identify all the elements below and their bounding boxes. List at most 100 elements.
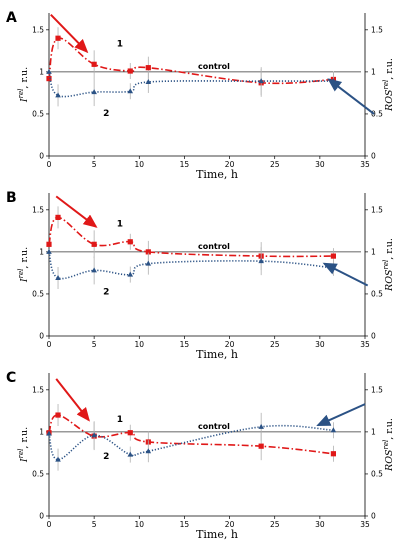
blue-arrow (322, 262, 369, 287)
series-1-point (330, 451, 336, 457)
x-tick-label: 25 (270, 160, 280, 169)
x-tick-label: 0 (47, 520, 52, 529)
series-2-point (127, 451, 134, 457)
y-label-base: I (19, 98, 30, 103)
series-2-point (145, 448, 152, 454)
series-1-point (46, 241, 52, 247)
y-tick-left-label: 1.5 (32, 25, 44, 34)
series-1-point (145, 249, 151, 255)
x-tick-label: 15 (180, 520, 190, 529)
red-arrow (55, 195, 98, 228)
y-label-base: ROS (384, 269, 395, 292)
y-tick-right-label: 1 (371, 67, 376, 76)
blue-arrow (316, 403, 366, 427)
series-2-point (258, 78, 264, 84)
y-label-sup: rel (17, 89, 25, 99)
series-1-line (48, 37, 334, 85)
y-tick-left-label: 0 (39, 512, 44, 521)
y-tick-right-label: 0 (371, 152, 376, 161)
series-2-point (258, 258, 264, 264)
series-2-point (46, 430, 52, 436)
x-axis-title: Time, h (196, 348, 238, 361)
y-tick-left-label: 1 (39, 427, 44, 436)
series-1-label: 1 (117, 415, 123, 425)
series-2-point (91, 267, 97, 273)
series-2-point (46, 248, 52, 254)
red-arrow (55, 378, 90, 422)
x-tick-label: 30 (315, 160, 325, 169)
series-2-point (46, 68, 52, 74)
y-axis-title-left: Irel, r.u. (17, 67, 30, 103)
series-1-point (145, 65, 151, 71)
y-label-tail: , r.u. (19, 427, 30, 449)
series-2-point (55, 92, 61, 98)
y-tick-right-label: 1 (371, 427, 376, 436)
y-tick-right-label: 1.5 (371, 385, 383, 394)
series-2-point (55, 456, 61, 462)
series-2-point (145, 260, 152, 266)
x-tick-label: 20 (225, 160, 235, 169)
y-tick-right-label: 1.5 (371, 25, 383, 34)
y-tick-left-label: 1 (39, 67, 44, 76)
series-1-point (127, 239, 133, 245)
x-tick-label: 30 (315, 520, 325, 529)
y-tick-left-label: 1.5 (32, 385, 44, 394)
y-tick-left-label: 0 (39, 332, 44, 341)
y-label-tail: , r.u. (19, 67, 30, 89)
control-label: control (198, 422, 230, 431)
panel-letter: B (6, 190, 17, 206)
y-tick-right-label: 0.5 (371, 109, 383, 118)
y-axis-title-right: ROSrel, r.u. (382, 418, 395, 472)
series-2-point (145, 78, 152, 84)
y-tick-left-label: 1 (39, 247, 44, 256)
series-1-label: 1 (117, 219, 123, 229)
x-tick-label: 5 (92, 340, 97, 349)
series-1-point (91, 61, 97, 67)
y-tick-left-label: 0.5 (32, 109, 44, 118)
x-tick-label: 10 (135, 160, 145, 169)
series-2-line (48, 71, 334, 98)
y-label-base: ROS (384, 449, 395, 472)
series-2-line (48, 424, 334, 461)
series-1-point (127, 68, 133, 74)
series-1-point (55, 412, 61, 418)
y-label-tail: , r.u. (384, 418, 395, 440)
y-label-tail: , r.u. (19, 247, 30, 269)
x-tick-label: 5 (92, 160, 97, 169)
x-tick-label: 30 (315, 340, 325, 349)
series-2-line (48, 251, 334, 280)
x-tick-label: 0 (47, 160, 52, 169)
y-label-tail: , r.u. (384, 58, 395, 80)
x-tick-label: 25 (270, 520, 280, 529)
y-tick-right-label: 0 (371, 332, 376, 341)
series-1-label: 1 (117, 39, 123, 49)
x-tick-label: 25 (270, 340, 280, 349)
x-tick-label: 0 (47, 340, 52, 349)
y-tick-right-label: 1 (371, 247, 376, 256)
y-label-base: ROS (384, 89, 395, 112)
y-label-sup: rel (382, 80, 390, 90)
series-2-label: 2 (103, 452, 109, 462)
series-2-point (127, 88, 134, 94)
x-tick-label: 35 (360, 340, 370, 349)
series-1-point (46, 76, 52, 82)
y-axis-title-left: Irel, r.u. (17, 247, 30, 283)
control-label: control (198, 62, 230, 71)
x-tick-label: 5 (92, 520, 97, 529)
y-tick-right-label: 0.5 (371, 289, 383, 298)
y-label-base: I (19, 278, 30, 283)
y-tick-left-label: 0.5 (32, 289, 44, 298)
y-label-sup: rel (17, 449, 25, 459)
x-tick-label: 35 (360, 520, 370, 529)
y-tick-left-label: 1.5 (32, 205, 44, 214)
panel-letter: C (6, 370, 16, 386)
x-tick-label: 20 (225, 520, 235, 529)
y-label-sup: rel (382, 260, 390, 270)
y-axis-title-right: ROSrel, r.u. (382, 58, 395, 112)
series-2-point (91, 89, 97, 95)
y-label-base: I (19, 458, 30, 463)
x-tick-label: 10 (135, 340, 145, 349)
y-label-sup: rel (17, 269, 25, 279)
